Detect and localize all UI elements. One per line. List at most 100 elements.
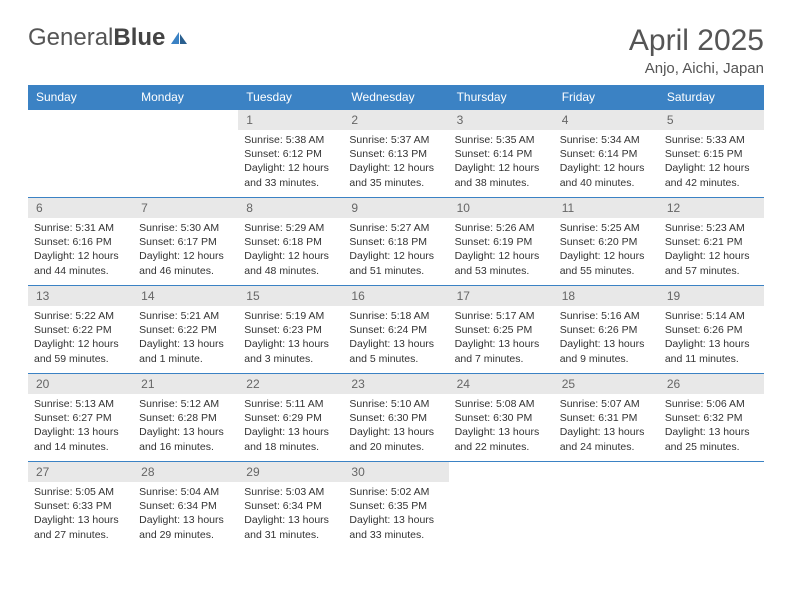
calendar-cell: .. bbox=[28, 110, 133, 198]
day-content: Sunrise: 5:35 AMSunset: 6:14 PMDaylight:… bbox=[449, 130, 554, 196]
day-content: Sunrise: 5:37 AMSunset: 6:13 PMDaylight:… bbox=[343, 130, 448, 196]
day-content: Sunrise: 5:30 AMSunset: 6:17 PMDaylight:… bbox=[133, 218, 238, 284]
day-number: 30 bbox=[343, 462, 448, 482]
sunset-text: Sunset: 6:28 PM bbox=[139, 411, 232, 425]
day-content: Sunrise: 5:34 AMSunset: 6:14 PMDaylight:… bbox=[554, 130, 659, 196]
logo: GeneralBlue bbox=[28, 24, 189, 52]
calendar-cell: 26Sunrise: 5:06 AMSunset: 6:32 PMDayligh… bbox=[659, 374, 764, 462]
daylight-text: Daylight: 13 hours and 24 minutes. bbox=[560, 425, 653, 453]
sunset-text: Sunset: 6:18 PM bbox=[349, 235, 442, 249]
sunrise-text: Sunrise: 5:26 AM bbox=[455, 221, 548, 235]
day-number: 10 bbox=[449, 198, 554, 218]
day-number: 29 bbox=[238, 462, 343, 482]
daylight-text: Daylight: 13 hours and 14 minutes. bbox=[34, 425, 127, 453]
day-content: Sunrise: 5:07 AMSunset: 6:31 PMDaylight:… bbox=[554, 394, 659, 460]
daylight-text: Daylight: 13 hours and 29 minutes. bbox=[139, 513, 232, 541]
calendar-table: SundayMondayTuesdayWednesdayThursdayFrid… bbox=[28, 85, 764, 550]
sunset-text: Sunset: 6:17 PM bbox=[139, 235, 232, 249]
sunset-text: Sunset: 6:34 PM bbox=[244, 499, 337, 513]
logo-text-2: Blue bbox=[113, 24, 165, 51]
sunrise-text: Sunrise: 5:11 AM bbox=[244, 397, 337, 411]
weekday-header: Sunday bbox=[28, 85, 133, 110]
calendar-row: 20Sunrise: 5:13 AMSunset: 6:27 PMDayligh… bbox=[28, 374, 764, 462]
sunset-text: Sunset: 6:22 PM bbox=[34, 323, 127, 337]
day-content: Sunrise: 5:25 AMSunset: 6:20 PMDaylight:… bbox=[554, 218, 659, 284]
day-content: Sunrise: 5:10 AMSunset: 6:30 PMDaylight:… bbox=[343, 394, 448, 460]
calendar-cell: 5Sunrise: 5:33 AMSunset: 6:15 PMDaylight… bbox=[659, 110, 764, 198]
daylight-text: Daylight: 12 hours and 48 minutes. bbox=[244, 249, 337, 277]
daylight-text: Daylight: 12 hours and 57 minutes. bbox=[665, 249, 758, 277]
daylight-text: Daylight: 13 hours and 18 minutes. bbox=[244, 425, 337, 453]
day-content: Sunrise: 5:06 AMSunset: 6:32 PMDaylight:… bbox=[659, 394, 764, 460]
calendar-cell: 25Sunrise: 5:07 AMSunset: 6:31 PMDayligh… bbox=[554, 374, 659, 462]
day-content: Sunrise: 5:29 AMSunset: 6:18 PMDaylight:… bbox=[238, 218, 343, 284]
day-content: Sunrise: 5:18 AMSunset: 6:24 PMDaylight:… bbox=[343, 306, 448, 372]
calendar-cell: 21Sunrise: 5:12 AMSunset: 6:28 PMDayligh… bbox=[133, 374, 238, 462]
day-number: 22 bbox=[238, 374, 343, 394]
title-block: April 2025 Anjo, Aichi, Japan bbox=[629, 24, 764, 77]
calendar-cell: 11Sunrise: 5:25 AMSunset: 6:20 PMDayligh… bbox=[554, 198, 659, 286]
daylight-text: Daylight: 13 hours and 9 minutes. bbox=[560, 337, 653, 365]
sunrise-text: Sunrise: 5:16 AM bbox=[560, 309, 653, 323]
sunset-text: Sunset: 6:16 PM bbox=[34, 235, 127, 249]
calendar-cell: 27Sunrise: 5:05 AMSunset: 6:33 PMDayligh… bbox=[28, 462, 133, 550]
sunrise-text: Sunrise: 5:14 AM bbox=[665, 309, 758, 323]
day-content: Sunrise: 5:05 AMSunset: 6:33 PMDaylight:… bbox=[28, 482, 133, 548]
logo-text-1: General bbox=[28, 24, 113, 51]
weekday-header: Friday bbox=[554, 85, 659, 110]
sunset-text: Sunset: 6:14 PM bbox=[560, 147, 653, 161]
sunset-text: Sunset: 6:26 PM bbox=[560, 323, 653, 337]
daylight-text: Daylight: 12 hours and 42 minutes. bbox=[665, 161, 758, 189]
sunrise-text: Sunrise: 5:10 AM bbox=[349, 397, 442, 411]
day-content: Sunrise: 5:12 AMSunset: 6:28 PMDaylight:… bbox=[133, 394, 238, 460]
daylight-text: Daylight: 12 hours and 33 minutes. bbox=[244, 161, 337, 189]
day-number: 3 bbox=[449, 110, 554, 130]
calendar-cell: 12Sunrise: 5:23 AMSunset: 6:21 PMDayligh… bbox=[659, 198, 764, 286]
sunset-text: Sunset: 6:18 PM bbox=[244, 235, 337, 249]
calendar-cell: 20Sunrise: 5:13 AMSunset: 6:27 PMDayligh… bbox=[28, 374, 133, 462]
day-number: 6 bbox=[28, 198, 133, 218]
sunset-text: Sunset: 6:33 PM bbox=[34, 499, 127, 513]
sunset-text: Sunset: 6:12 PM bbox=[244, 147, 337, 161]
calendar-cell: 15Sunrise: 5:19 AMSunset: 6:23 PMDayligh… bbox=[238, 286, 343, 374]
sunrise-text: Sunrise: 5:08 AM bbox=[455, 397, 548, 411]
calendar-row: ....1Sunrise: 5:38 AMSunset: 6:12 PMDayl… bbox=[28, 110, 764, 198]
daylight-text: Daylight: 12 hours and 46 minutes. bbox=[139, 249, 232, 277]
day-content: Sunrise: 5:17 AMSunset: 6:25 PMDaylight:… bbox=[449, 306, 554, 372]
sail-icon bbox=[169, 30, 189, 46]
sunrise-text: Sunrise: 5:38 AM bbox=[244, 133, 337, 147]
day-number: 1 bbox=[238, 110, 343, 130]
daylight-text: Daylight: 13 hours and 3 minutes. bbox=[244, 337, 337, 365]
sunrise-text: Sunrise: 5:04 AM bbox=[139, 485, 232, 499]
day-number: 18 bbox=[554, 286, 659, 306]
weekday-header: Tuesday bbox=[238, 85, 343, 110]
sunset-text: Sunset: 6:13 PM bbox=[349, 147, 442, 161]
sunrise-text: Sunrise: 5:02 AM bbox=[349, 485, 442, 499]
calendar-row: 13Sunrise: 5:22 AMSunset: 6:22 PMDayligh… bbox=[28, 286, 764, 374]
daylight-text: Daylight: 13 hours and 7 minutes. bbox=[455, 337, 548, 365]
day-content: Sunrise: 5:04 AMSunset: 6:34 PMDaylight:… bbox=[133, 482, 238, 548]
sunrise-text: Sunrise: 5:05 AM bbox=[34, 485, 127, 499]
day-number: 8 bbox=[238, 198, 343, 218]
sunset-text: Sunset: 6:27 PM bbox=[34, 411, 127, 425]
day-content: Sunrise: 5:14 AMSunset: 6:26 PMDaylight:… bbox=[659, 306, 764, 372]
sunset-text: Sunset: 6:34 PM bbox=[139, 499, 232, 513]
day-number: 19 bbox=[659, 286, 764, 306]
day-number: 24 bbox=[449, 374, 554, 394]
sunrise-text: Sunrise: 5:03 AM bbox=[244, 485, 337, 499]
weekday-header: Monday bbox=[133, 85, 238, 110]
sunrise-text: Sunrise: 5:35 AM bbox=[455, 133, 548, 147]
daylight-text: Daylight: 12 hours and 51 minutes. bbox=[349, 249, 442, 277]
calendar-cell: 28Sunrise: 5:04 AMSunset: 6:34 PMDayligh… bbox=[133, 462, 238, 550]
calendar-cell: .. bbox=[449, 462, 554, 550]
weekday-header: Thursday bbox=[449, 85, 554, 110]
daylight-text: Daylight: 12 hours and 59 minutes. bbox=[34, 337, 127, 365]
day-content: Sunrise: 5:33 AMSunset: 6:15 PMDaylight:… bbox=[659, 130, 764, 196]
sunrise-text: Sunrise: 5:19 AM bbox=[244, 309, 337, 323]
day-content: Sunrise: 5:31 AMSunset: 6:16 PMDaylight:… bbox=[28, 218, 133, 284]
sunrise-text: Sunrise: 5:17 AM bbox=[455, 309, 548, 323]
day-content: Sunrise: 5:38 AMSunset: 6:12 PMDaylight:… bbox=[238, 130, 343, 196]
day-number: 9 bbox=[343, 198, 448, 218]
calendar-cell: 8Sunrise: 5:29 AMSunset: 6:18 PMDaylight… bbox=[238, 198, 343, 286]
sunrise-text: Sunrise: 5:22 AM bbox=[34, 309, 127, 323]
